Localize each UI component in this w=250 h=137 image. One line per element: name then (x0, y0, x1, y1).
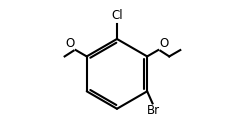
Text: O: O (66, 36, 75, 49)
Text: O: O (159, 36, 168, 49)
Text: Br: Br (147, 105, 160, 117)
Text: Cl: Cl (111, 9, 123, 22)
